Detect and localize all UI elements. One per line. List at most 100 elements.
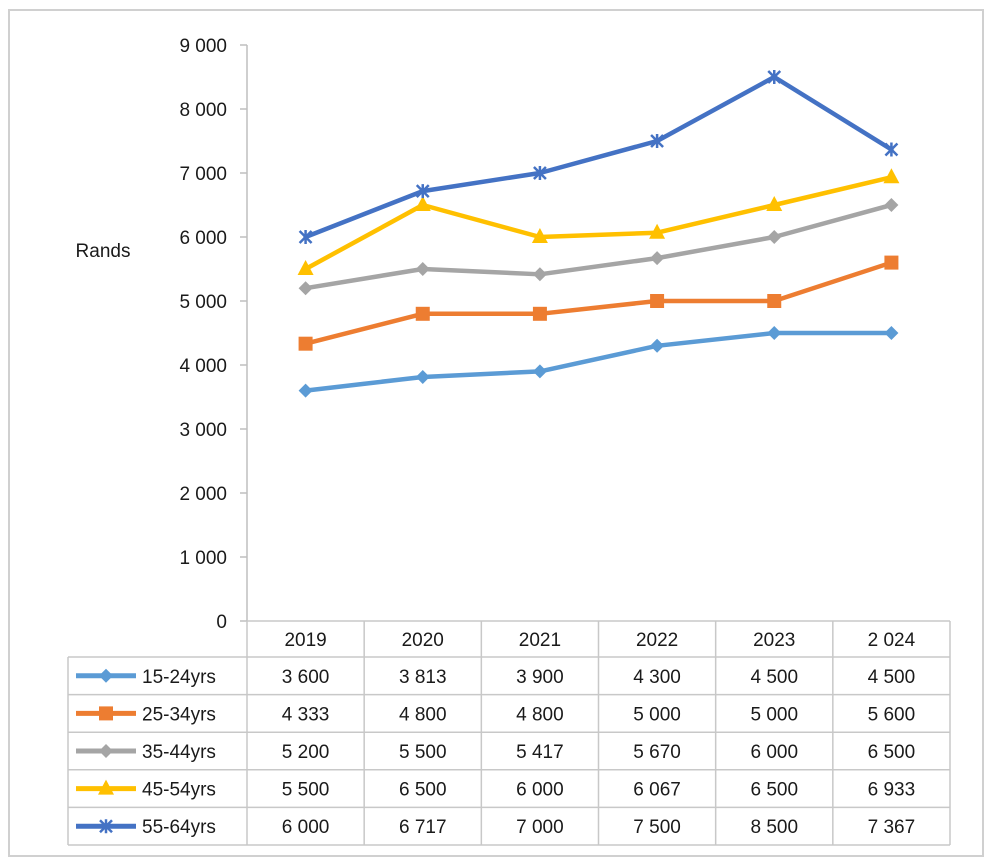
series-55-64yrs [298,70,899,244]
data-table-cell: 7 500 [633,817,681,838]
x-category-label: 2023 [753,630,795,651]
series-layer [297,70,900,398]
series-marker [767,70,782,84]
y-tick-label: 6 000 [179,228,227,249]
x-category-label: 2020 [402,630,444,651]
data-table-cell: 6 717 [399,817,447,838]
legend-key [76,706,136,721]
y-tick-label: 9 000 [179,36,227,57]
series-marker [649,223,666,239]
data-table-cell: 3 813 [399,667,447,688]
series-marker [884,142,899,157]
data-table-cell: 6 500 [399,780,447,801]
y-tick-label: 1 000 [179,548,227,569]
series-marker [884,255,899,270]
series-marker [532,267,547,282]
series-marker [533,166,547,180]
data-table-cell: 5 200 [282,742,330,763]
series-marker [532,306,547,321]
data-table-cell: 5 000 [633,704,681,725]
data-table-cell: 6 000 [750,742,798,763]
series-marker [99,819,113,834]
y-tick-label: 2 000 [179,484,227,505]
legend-label: 45-54yrs [142,780,216,801]
y-tick-label: 8 000 [179,100,227,121]
data-table-cell: 3 900 [516,667,564,688]
series-marker [297,260,314,275]
series-marker [532,364,547,379]
legend-key [76,744,136,758]
y-tick-label: 7 000 [179,164,227,185]
series-marker [98,779,114,795]
series-15-24yrs [298,326,899,398]
x-category-label: 2021 [519,630,561,651]
series-marker [883,168,900,184]
series-marker [415,369,430,384]
data-table-cell: 6 933 [868,780,916,801]
data-table-cell: 6 000 [516,780,564,801]
data-table-cell: 4 500 [868,667,916,688]
series-line [303,74,894,240]
data-table-cell: 5 417 [516,742,564,763]
series-marker [298,336,313,351]
series-marker [415,262,430,276]
data-table-cell: 5 670 [633,742,681,763]
legend-key [76,819,136,834]
series-marker [99,706,113,721]
y-tick-label: 0 [216,612,227,633]
legend-label: 55-64yrs [142,817,216,838]
series-line [303,330,894,393]
series-marker [298,230,313,244]
series-marker [415,184,430,199]
series-marker [298,281,313,296]
data-table-cell: 3 600 [282,667,330,688]
series-marker [767,294,782,308]
series-marker [767,230,782,244]
data-table-cell: 7 367 [868,817,916,838]
data-table-cell: 6 500 [750,780,798,801]
series-marker [531,228,548,243]
legend-key [76,779,136,795]
series-marker [414,196,431,211]
series-45-54yrs [297,168,900,275]
y-tick-label: 3 000 [179,420,227,441]
series-marker [650,134,664,148]
data-table-cell: 8 500 [750,817,798,838]
data-table-cell: 5 000 [750,704,798,725]
series-line [303,175,894,272]
x-category-label: 2 024 [868,630,916,651]
x-category-label: 2022 [636,630,678,651]
legend-key [76,668,136,683]
series-line [303,202,894,291]
y-tick-label: 4 000 [179,356,227,377]
series-marker [767,326,782,340]
legend-label: 35-44yrs [142,742,216,763]
data-table-cell: 4 500 [750,667,798,688]
data-table-cell: 4 800 [516,704,564,725]
data-table-cell: 6 000 [282,817,330,838]
axis-layer: 0 1 000 2 000 3 000 4 000 5 000 6 000 7 000 8 00… [179,36,248,633]
legend-label: 15-24yrs [142,667,216,688]
series-marker [884,198,899,212]
legend-label: 25-34yrs [142,704,216,725]
data-table-cell: 5 600 [868,704,916,725]
series-25-34yrs [298,255,899,351]
series-marker [650,338,665,353]
chart-frame [8,9,984,857]
series-marker [766,196,783,211]
series-marker [884,326,899,340]
series-marker [650,294,665,308]
series-marker [99,744,113,758]
series-marker [298,383,313,398]
data-table-cell: 6 500 [868,742,916,763]
data-table-cell: 6 067 [633,780,681,801]
series-marker [99,668,113,683]
series-line [303,260,894,346]
y-axis-label: Rands [76,241,131,262]
data-table-cell: 5 500 [282,780,330,801]
series-35-44yrs [298,198,899,296]
series-marker [650,251,665,266]
y-tick-label: 5 000 [179,292,227,313]
x-category-label: 2019 [284,630,326,651]
